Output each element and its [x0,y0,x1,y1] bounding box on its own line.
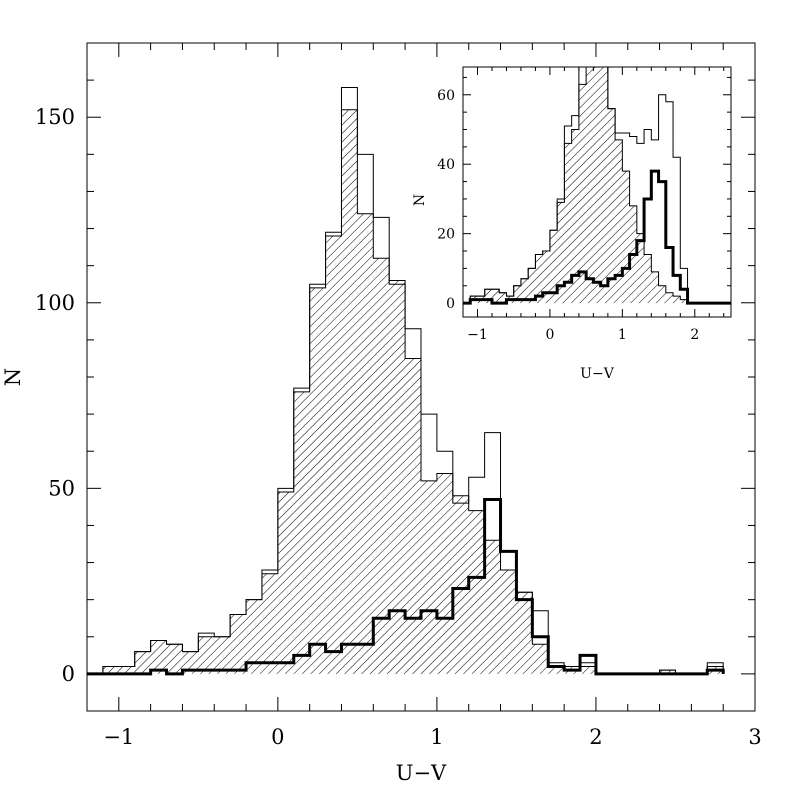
hatched-bar [182,651,199,674]
main-y-tick-labels: 0 50 100 150 [35,105,75,686]
x-tick-label: 2 [589,725,602,749]
hatched-bar [644,254,652,304]
thick-outline [463,169,731,305]
y-tick-label: 0 [62,662,75,686]
y-tick-label: 150 [35,105,75,129]
hatched-bar [542,251,550,304]
hatched-bar [615,139,623,304]
inset-thick-series [463,169,731,305]
y-tick-label: 50 [48,476,75,500]
thick-outline [87,497,725,676]
hatched-bar [468,510,485,674]
hatched-bar [150,640,167,674]
x-tick-label: 1 [430,725,443,749]
hatched-bar [548,666,565,674]
hatched-bar [198,636,215,674]
hatched-bar [636,233,645,304]
hatched-bar [214,636,231,674]
hatched-bar [499,292,507,304]
hatched-bar [491,289,500,304]
main-thick-series [87,497,725,676]
hatched-bar [421,480,437,674]
hatched-bar [673,296,681,304]
y-tick-label: 40 [437,157,455,173]
inset-x-tick-labels: −1 0 1 2 [467,327,699,343]
y-tick-label: 0 [446,296,455,312]
inset-x-axis-label: U−V [580,366,615,382]
hatched-bar [118,666,135,674]
inset-y-tick-labels: 0 20 40 60 [437,88,455,312]
hatched-bar [293,391,310,674]
hatched-bar [580,666,596,674]
hatched-bar [436,473,453,674]
hatched-bar [484,540,501,674]
x-tick-label: −1 [467,327,488,343]
hatched-bar [230,614,247,674]
hatched-bar [261,573,278,674]
hatched-bar [680,299,688,304]
hatched-bar [500,569,517,674]
main-x-tick-labels: −1 0 1 2 3 [103,725,761,749]
hatched-bar [166,644,183,674]
y-tick-label: 100 [35,291,75,315]
hatched-bar [535,254,543,304]
hatched-bar [246,599,262,674]
hatched-bar [600,67,608,304]
inset-plot-frame [462,66,732,318]
hatched-bar [665,292,674,304]
main-hatched-series [87,109,724,675]
x-tick-label: 0 [545,327,554,343]
hatched-bar [357,213,374,674]
hatched-bar [532,644,549,674]
inset-panel: −1 0 1 2 0 20 40 60 U−V N [412,66,732,382]
hatched-bar [571,129,579,304]
x-tick-label: 0 [271,725,284,749]
hatched-bar [578,84,587,304]
y-tick-label: 20 [437,227,455,243]
hatched-bar [586,67,594,304]
x-tick-label: 1 [618,327,627,343]
hatched-bar [484,289,492,304]
hatched-bar [520,278,529,304]
hatched-bar [513,285,521,304]
hatched-bar [593,67,601,304]
hatched-bar [452,495,469,674]
x-tick-label: 3 [748,725,761,749]
x-tick-label: −1 [103,725,134,749]
hatched-bar [528,268,536,304]
hatched-bar [622,171,630,304]
hatched-bar [277,492,294,674]
hatched-bar [405,358,421,674]
hatched-bar [102,666,119,674]
hatched-bar [389,280,406,674]
hatched-bar [373,258,390,674]
hatched-bar [325,235,342,674]
hatched-bar [549,230,558,304]
hatched-bar [309,287,326,674]
main-axis-ticks [87,42,756,712]
hatched-bar [651,271,659,304]
y-tick-label: 60 [437,88,455,104]
hatched-bar [607,108,616,304]
inset-axis-ticks [463,67,731,317]
hatched-bar [516,592,533,674]
main-y-axis-label: N [1,368,25,386]
inset-y-axis-label: N [412,194,428,206]
hatched-bar [341,109,358,674]
hatched-bar [134,651,151,674]
main-x-axis-label: U−V [396,761,447,785]
hatched-bar [659,670,676,674]
hatched-bar [564,143,572,304]
hatched-bar [658,285,666,304]
x-tick-label: 2 [690,327,699,343]
hatched-bar [557,202,565,304]
